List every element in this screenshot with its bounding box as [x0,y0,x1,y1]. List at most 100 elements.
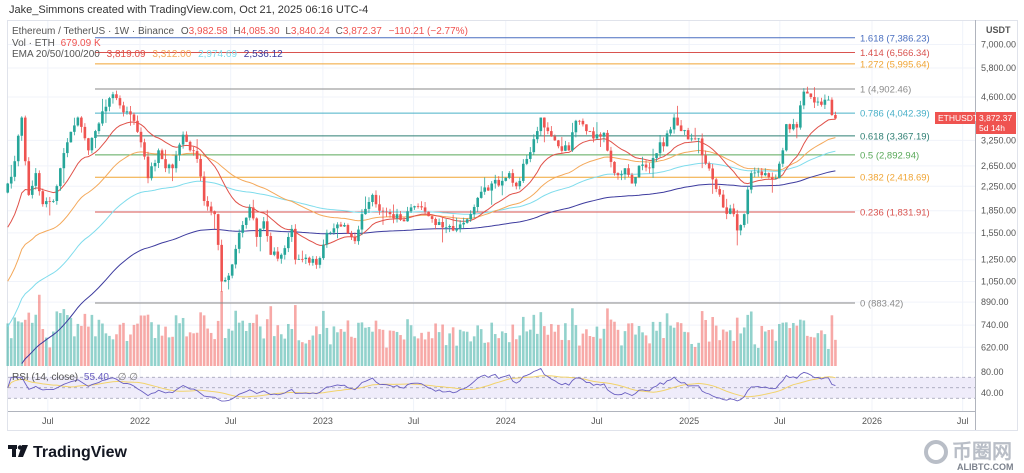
volume-bar [441,324,444,366]
volume-bar [45,337,48,366]
candle-body [62,153,66,169]
volume-bar [308,339,311,366]
fib-level-label: 0 (883.42) [860,299,903,310]
volume-bar [76,323,80,366]
volume-bar [813,337,816,366]
candle-body [539,117,543,132]
rsi-ma-line [7,375,836,398]
time-axis[interactable]: Jul 2022 Jul 2023 Jul 2024 Jul 2025 Jul 2026 Jul [42,416,968,426]
volume-bar [9,338,13,366]
volume-bar [827,348,830,366]
candle-body [20,117,24,136]
candle-body [164,159,167,169]
time-tick: Jul [591,416,603,426]
price-tick: 1,850.00 [981,206,1016,216]
volume-bar [244,330,248,366]
candle-body [108,98,111,107]
volume-bar [795,325,799,366]
candle-body [153,162,157,167]
legend-symbol[interactable]: Ethereum / TetherUS · 1W · Binance [12,26,175,37]
volume-bar [634,334,637,366]
candle-body [707,163,711,169]
candle-body [185,134,188,142]
candle-body [146,156,150,179]
candle-body [483,187,487,192]
volume-bar [48,347,52,366]
ema100-value: 2,974.69 [198,49,237,60]
volume-bar [97,319,101,366]
price-tick: 1,250.00 [981,255,1016,265]
volume-bar [585,329,588,366]
candle-body [395,214,399,219]
candle-body [763,173,767,176]
volume-bar [402,339,406,366]
candle-body [536,131,539,140]
candle-body [830,99,834,116]
volume-bar [578,345,581,366]
candle-body [655,153,658,158]
candle-body [388,212,392,215]
candle-body [381,210,385,212]
candle-body [139,131,143,143]
candle-body [785,124,788,151]
volume-bar [550,324,553,366]
candle-body [571,132,574,151]
candle-body [700,138,704,156]
volume-bar [476,325,479,366]
price-axis[interactable]: 7,000.00 5,800.00 4,600.00 3,250.00 2,650.00… [981,40,1016,398]
candle-body [560,146,564,151]
candle-body [742,214,746,226]
rsi-tick: 80.00 [981,367,1004,377]
ema-label[interactable]: EMA 20/50/100/200 [12,49,100,60]
volume-bar [735,317,739,366]
volume-bar [697,342,700,366]
last-symbol: ETHUSDT [938,113,978,123]
volume-label[interactable]: Vol · ETH [12,38,55,49]
candle-body [479,191,483,198]
candle-body [627,168,630,175]
volume-bar [216,320,220,366]
candle-body [132,114,136,121]
price-tick: 2,650.00 [981,161,1016,171]
volume-bar [623,331,627,366]
volume-bar [90,314,94,366]
candle-body [714,179,718,190]
candle-body [97,123,101,132]
volume-bars [6,291,837,366]
rsi-label[interactable]: RSI (14, close) [12,372,78,383]
candle-body [574,120,578,133]
candle-body [115,94,118,99]
volume-bar [325,327,329,366]
candle-body [532,139,536,153]
volume-bar [630,323,634,366]
volume-bar [185,336,188,366]
candle-body [45,201,48,205]
candle-body [322,244,325,259]
candle-body [504,177,508,181]
candle-body [788,124,792,130]
candle-body [188,141,192,151]
volume-bar [87,326,90,366]
volume-bar [220,291,223,366]
volume-bar [455,345,458,366]
candle-body [416,206,420,208]
volume-bar [301,342,304,366]
price-tick: 2,250.00 [981,181,1016,191]
candle-body [399,214,402,220]
volume-bar [237,322,241,366]
watermark-icon [924,440,948,464]
volume-bar [251,322,255,366]
volume-bar [721,329,725,366]
fib-retracement[interactable]: 1.618 (7,386.23) 1.414 (6,566.34)1.272 (5… [95,33,930,310]
candle-body [553,136,557,141]
candle-body [27,161,31,195]
candle-body [255,218,259,237]
candle-body [37,173,41,192]
candle-body [525,158,529,164]
candle-body [521,163,525,181]
volume-bar [248,322,252,366]
volume-bar [385,347,388,366]
tradingview-logo[interactable]: TradingView [8,444,128,461]
ema200-line [21,170,836,364]
